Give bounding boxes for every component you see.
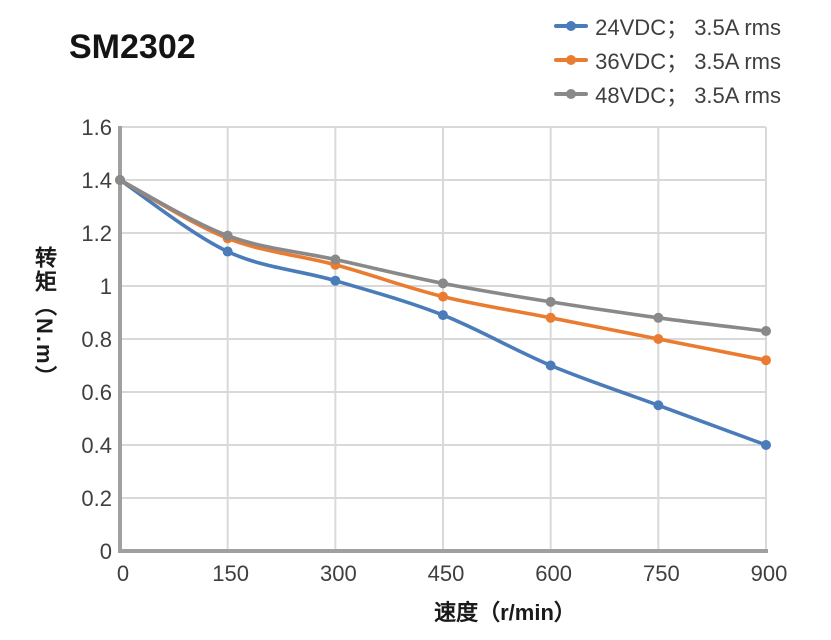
x-tick-label: 0 — [117, 561, 129, 586]
x-tick-label: 450 — [428, 561, 465, 586]
x-axis-title: 速度（r/min） — [434, 600, 576, 625]
legend-marker-dot — [566, 89, 577, 99]
data-point-dot — [761, 355, 771, 366]
data-point-dot — [438, 291, 448, 302]
y-tick-label: 0.6 — [81, 380, 112, 405]
y-tick-label: 1 — [100, 274, 112, 299]
x-tick-label: 300 — [320, 561, 357, 586]
data-point-dot — [545, 296, 556, 307]
data-point-dot — [115, 175, 125, 185]
data-point-dot — [653, 400, 664, 411]
data-point-dot — [438, 278, 448, 289]
data-point-dot — [222, 230, 233, 241]
y-axis-title: 转矩（N.m） — [32, 246, 57, 390]
y-tick-label: 0 — [100, 539, 112, 564]
legend-line-dot-icon — [554, 47, 589, 72]
data-point-dot — [330, 275, 341, 286]
data-point-dot — [438, 310, 448, 321]
y-tick-label: 0.8 — [81, 327, 112, 352]
chart-title: SM2302 — [69, 28, 196, 66]
data-point-dot — [545, 312, 556, 323]
y-tick-label: 0.2 — [81, 486, 112, 511]
legend-item-36vdc: 36VDC； 3.5A rms — [554, 47, 781, 74]
legend-label: 48VDC； 3.5A rms — [595, 82, 781, 108]
x-tick-label: 750 — [643, 561, 680, 586]
x-tick-label: 150 — [212, 561, 249, 586]
data-point-dot — [653, 312, 664, 323]
data-point-dot — [761, 326, 771, 337]
y-tick-label: 1.6 — [81, 115, 112, 140]
x-tick-label: 600 — [535, 561, 572, 586]
legend-item-24vdc: 24VDC； 3.5A rms — [554, 13, 781, 40]
legend-line-dot-icon — [554, 81, 589, 106]
legend-label: 24VDC； 3.5A rms — [595, 14, 781, 40]
data-point-dot — [761, 440, 771, 450]
y-tick-label: 1.4 — [81, 168, 112, 193]
data-point-dot — [330, 254, 341, 265]
y-tick-label: 1.2 — [81, 221, 112, 246]
data-point-dot — [222, 246, 233, 257]
legend-marker-dot — [566, 55, 577, 65]
legend-label: 36VDC； 3.5A rms — [595, 48, 781, 74]
data-point-dot — [545, 360, 556, 371]
y-tick-label: 0.4 — [81, 433, 112, 458]
legend-item-48vdc: 48VDC； 3.5A rms — [554, 81, 781, 108]
legend-marker-dot — [566, 21, 577, 31]
x-tick-label: 900 — [751, 561, 788, 586]
data-point-dot — [653, 334, 664, 344]
legend-line-dot-icon — [554, 13, 589, 38]
legend: 24VDC； 3.5A rms 36VDC； 3.5A rms 48VDC； 3… — [554, 13, 781, 108]
